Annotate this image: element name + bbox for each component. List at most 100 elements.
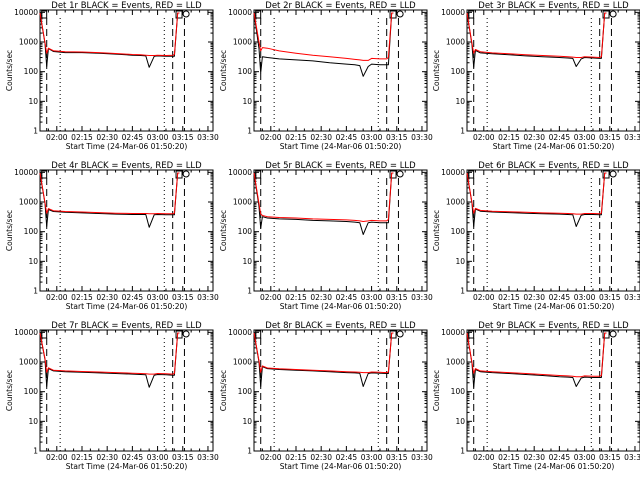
x-tick-label: 02:15: [498, 133, 520, 142]
x-tick-label: 02:45: [336, 453, 358, 462]
y-axis-label: Counts/sec: [5, 50, 14, 91]
start-marker-box: [255, 10, 262, 19]
start-marker-box: [468, 10, 475, 19]
y-tick-label: 1: [33, 447, 38, 456]
x-tick-label: 02:15: [285, 293, 307, 302]
x-tick-label: 02:15: [71, 293, 93, 302]
plot-frame: [466, 169, 640, 292]
y-tick-label: 100: [24, 227, 39, 236]
y-tick-label: 10000: [14, 328, 38, 337]
y-tick-label: 10000: [228, 168, 252, 177]
y-tick-label: 1000: [233, 198, 252, 207]
events-series-line: [39, 332, 180, 388]
events-series-line: [39, 172, 180, 228]
x-tick-label: 02:00: [46, 293, 68, 302]
plot-frame: [39, 329, 214, 452]
x-tick-label: 02:00: [473, 293, 495, 302]
end-marker-circle: [609, 10, 617, 18]
x-tick-label: 02:30: [310, 133, 332, 142]
events-series-line: [253, 12, 394, 77]
events-series-line: [253, 172, 394, 235]
end-marker-box: [389, 10, 397, 19]
x-axis-label: Start Time (24-Mar-06 01:50:20): [66, 462, 188, 471]
plot-frame: [253, 169, 428, 292]
y-tick-label: 1: [33, 127, 38, 136]
x-axis-label: Start Time (24-Mar-06 01:50:20): [280, 302, 402, 311]
panel-title: Det 5r BLACK = Events, RED = LLD: [265, 161, 416, 171]
y-tick-label: 10: [28, 257, 38, 266]
x-tick-label: 03:30: [624, 453, 640, 462]
end-marker-circle: [182, 170, 190, 178]
x-tick-label: 02:45: [336, 293, 358, 302]
start-marker-box: [468, 330, 475, 339]
end-marker-box: [389, 170, 397, 179]
x-tick-label: 02:15: [285, 453, 307, 462]
y-tick-label: 10: [242, 417, 252, 426]
y-tick-label: 100: [24, 387, 39, 396]
x-tick-label: 03:30: [197, 453, 219, 462]
x-tick-label: 03:30: [624, 133, 640, 142]
panel-title: Det 1r BLACK = Events, RED = LLD: [51, 1, 202, 11]
end-marker-circle: [396, 170, 404, 178]
y-tick-label: 1: [247, 127, 252, 136]
y-tick-label: 100: [238, 387, 253, 396]
x-tick-label: 02:00: [473, 133, 495, 142]
end-marker-box: [602, 330, 610, 339]
start-marker-box: [468, 170, 475, 179]
chart-panel-7: Det 7r BLACK = Events, RED = LLD Start Ti…: [5, 321, 219, 471]
y-tick-label: 1: [247, 287, 252, 296]
y-tick-label: 1000: [233, 38, 252, 47]
x-tick-label: 02:15: [285, 133, 307, 142]
x-tick-label: 02:15: [71, 133, 93, 142]
chart-panel-5: Det 5r BLACK = Events, RED = LLD Start Ti…: [219, 161, 433, 311]
x-tick-label: 02:00: [473, 453, 495, 462]
end-marker-circle: [182, 330, 190, 338]
x-tick-label: 03:30: [411, 133, 433, 142]
x-tick-label: 03:00: [574, 453, 596, 462]
x-tick-label: 03:00: [147, 293, 169, 302]
end-marker-box: [602, 170, 610, 179]
plot-frame: [466, 329, 640, 452]
end-marker-box: [389, 330, 397, 339]
y-tick-label: 1000: [19, 38, 38, 47]
end-marker-box: [175, 10, 183, 19]
x-axis-label: Start Time (24-Mar-06 01:50:20): [66, 302, 188, 311]
lld-series-line: [39, 12, 180, 56]
x-tick-label: 02:45: [122, 293, 144, 302]
y-tick-label: 10000: [441, 168, 465, 177]
events-series-line: [253, 332, 394, 387]
x-tick-label: 02:30: [96, 293, 118, 302]
x-tick-label: 02:00: [260, 453, 282, 462]
y-tick-label: 1000: [19, 198, 38, 207]
y-tick-label: 100: [451, 227, 466, 236]
x-axis-label: Start Time (24-Mar-06 01:50:20): [280, 142, 402, 151]
x-tick-label: 03:15: [599, 453, 621, 462]
y-tick-label: 10: [242, 97, 252, 106]
x-tick-label: 02:30: [96, 133, 118, 142]
x-tick-label: 03:00: [361, 453, 383, 462]
lld-series-line: [39, 172, 180, 215]
lld-series-line: [466, 12, 607, 58]
y-tick-label: 1: [460, 447, 465, 456]
end-marker-box: [175, 330, 183, 339]
start-marker-box: [41, 10, 48, 19]
plot-frame: [253, 329, 428, 452]
end-marker-circle: [396, 10, 404, 18]
y-tick-label: 1: [33, 287, 38, 296]
y-tick-label: 1000: [19, 358, 38, 367]
x-tick-label: 02:30: [523, 133, 545, 142]
x-tick-label: 02:30: [523, 293, 545, 302]
start-marker-box: [255, 330, 262, 339]
x-tick-label: 03:15: [599, 293, 621, 302]
chart-panel-3: Det 3r BLACK = Events, RED = LLD Start Ti…: [432, 1, 640, 151]
plot-frame: [39, 9, 214, 132]
panel-title: Det 9r BLACK = Events, RED = LLD: [478, 321, 629, 331]
x-tick-label: 02:45: [549, 293, 571, 302]
x-tick-label: 03:15: [172, 293, 194, 302]
y-tick-label: 10: [455, 257, 465, 266]
x-tick-label: 03:30: [197, 293, 219, 302]
x-tick-label: 02:45: [122, 133, 144, 142]
x-tick-label: 02:00: [46, 453, 68, 462]
events-series-line: [39, 12, 180, 68]
x-axis-label: Start Time (24-Mar-06 01:50:20): [280, 462, 402, 471]
